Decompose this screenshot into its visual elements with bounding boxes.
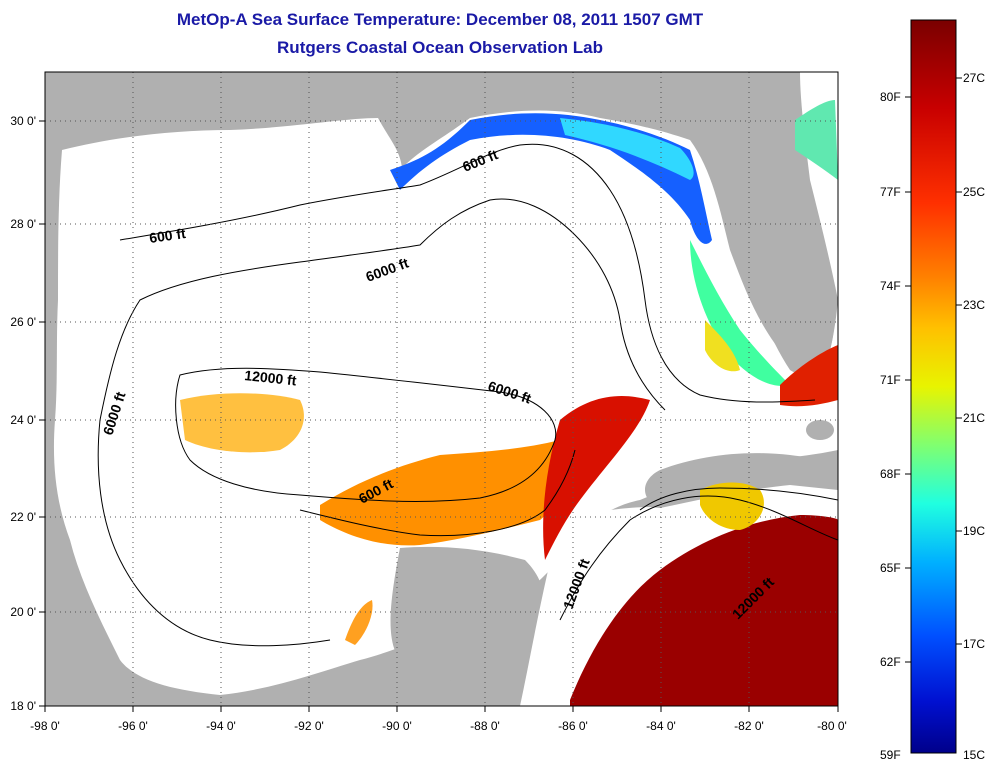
colorbar-ticks	[905, 77, 962, 663]
x-tick-label: -88 0'	[470, 719, 500, 733]
x-tick-label: -96 0'	[118, 719, 148, 733]
contour-label: 12000 ft	[244, 367, 298, 388]
sst-florida-southwest	[705, 320, 740, 372]
colorbar-c-label: 21C	[963, 411, 985, 425]
contour-6000ft	[99, 198, 666, 421]
colorbar-f-label: 65F	[880, 561, 901, 575]
cuba	[645, 453, 838, 508]
x-tick-label: -90 0'	[382, 719, 412, 733]
sst-cuba-north-red	[780, 345, 838, 407]
colorbar-celsius-labels: 27C 25C 23C 21C 19C 17C 15C	[963, 71, 985, 762]
colorbar-f-label: 80F	[880, 90, 901, 104]
sst-florida-west-shelf	[690, 240, 790, 386]
yucatan-peninsula	[390, 546, 545, 706]
map-subtitle: Rutgers Coastal Ocean Observation Lab	[277, 38, 603, 57]
x-tick-label: -92 0'	[294, 719, 324, 733]
sst-atlantic-green	[795, 100, 838, 180]
colorbar-c-label: 23C	[963, 298, 985, 312]
y-tick-labels: 30 0' 28 0' 26 0' 24 0' 22 0' 20 0' 18 0…	[10, 114, 36, 713]
colorbar-f-label: 71F	[880, 373, 901, 387]
sst-caribbean-dark-red	[570, 515, 838, 706]
colorbar-fahrenheit-labels: 80F 77F 74F 71F 68F 65F 62F 59F	[880, 90, 901, 762]
y-tick-label: 18 0'	[10, 699, 36, 713]
lat-lon-grid	[45, 72, 838, 706]
sst-campeche-orange	[345, 600, 373, 645]
y-tick-label: 20 0'	[10, 605, 36, 619]
y-tick-label: 22 0'	[10, 510, 36, 524]
sst-loop-current-red	[543, 396, 650, 560]
x-tick-label: -84 0'	[646, 719, 676, 733]
contour-600ft-yucatan	[299, 449, 576, 537]
y-tick-label: 26 0'	[10, 315, 36, 329]
colorbar-f-label: 74F	[880, 279, 901, 293]
y-tick-label: 24 0'	[10, 413, 36, 427]
florida-peninsula	[743, 105, 836, 375]
contour-12000ft	[175, 367, 557, 502]
contour-label: 600 ft	[148, 225, 187, 246]
contour-cuba-shelf	[639, 487, 838, 511]
x-tick-label: -98 0'	[30, 719, 60, 733]
colorbar-f-label: 62F	[880, 655, 901, 669]
colorbar-f-label: 59F	[880, 748, 901, 762]
y-tick-label: 30 0'	[10, 114, 36, 128]
bahamas-island	[806, 420, 834, 440]
colorbar-f-label: 77F	[880, 185, 901, 199]
colorbar-c-label: 27C	[963, 71, 985, 85]
map-title: MetOp-A Sea Surface Temperature: Decembe…	[176, 10, 704, 29]
sst-florida-shelf-cyan	[560, 118, 694, 180]
contour-6000ft-west	[97, 419, 331, 647]
colorbar-c-label: 15C	[963, 748, 985, 762]
colorbar-c-label: 19C	[963, 524, 985, 538]
x-tick-label: -94 0'	[206, 719, 236, 733]
x-tick-labels: -98 0' -96 0' -94 0' -92 0' -90 0' -88 0…	[30, 719, 847, 733]
x-tick-label: -86 0'	[558, 719, 588, 733]
colorbar	[910, 19, 957, 754]
y-tick-label: 28 0'	[10, 217, 36, 231]
colorbar-c-label: 25C	[963, 185, 985, 199]
colorbar-f-label: 68F	[880, 467, 901, 481]
sst-western-yellow	[180, 393, 304, 453]
sst-central-gulf-orange	[320, 440, 568, 546]
colorbar-c-label: 17C	[963, 637, 985, 651]
map-frame	[44, 71, 839, 707]
contour-12000ft-caribbean	[559, 495, 838, 621]
x-tick-label: -82 0'	[734, 719, 764, 733]
sst-yucatan-channel-yellow	[700, 482, 764, 530]
x-tick-label: -80 0'	[817, 719, 847, 733]
contour-600ft	[119, 143, 816, 403]
gulf-of-mexico-water	[53, 110, 838, 695]
axis-ticks	[39, 120, 839, 712]
